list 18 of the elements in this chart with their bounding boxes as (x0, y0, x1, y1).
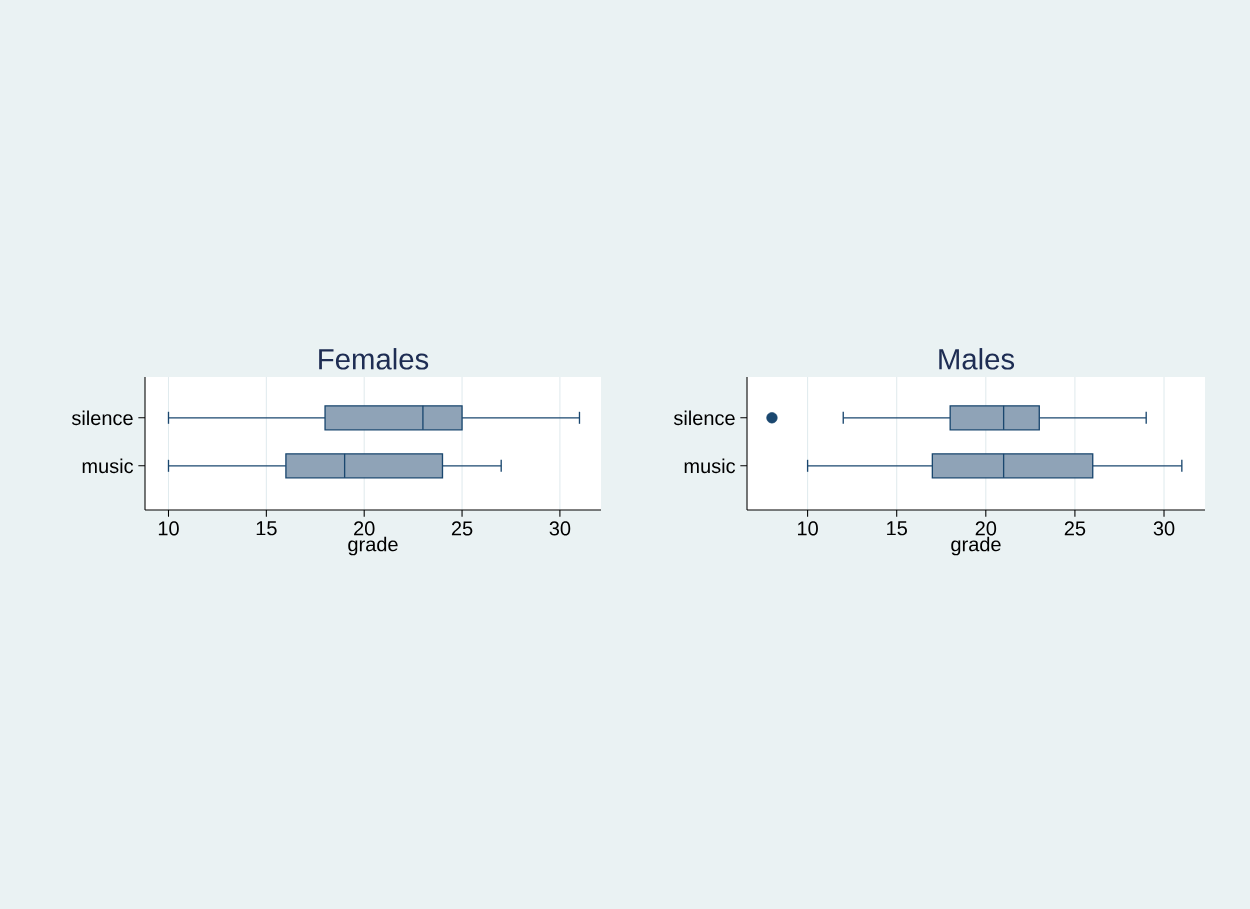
y-tick-label: silence (673, 410, 735, 426)
x-tick-label: 25 (1064, 521, 1086, 536)
x-axis-title: grade (951, 536, 1001, 556)
chart-title: Males (939, 348, 1015, 370)
y-tick-label: silence (71, 410, 133, 426)
x-tick-label: 10 (798, 521, 818, 536)
chart-title: Females (319, 348, 429, 370)
x-tick-label: 15 (887, 521, 907, 536)
x-tick-label: 30 (549, 521, 571, 536)
x-tick-label: 15 (256, 521, 277, 536)
y-tick-label: music (684, 458, 736, 474)
x-tick-label: 20 (354, 521, 375, 536)
x-tick-label: 20 (975, 521, 997, 536)
x-tick-label: 30 (1153, 521, 1175, 536)
x-axis-title: grade (348, 536, 398, 556)
x-tick-label: 25 (451, 521, 473, 536)
x-tick-label: 10 (158, 521, 179, 536)
y-tick-label: music (82, 458, 134, 474)
